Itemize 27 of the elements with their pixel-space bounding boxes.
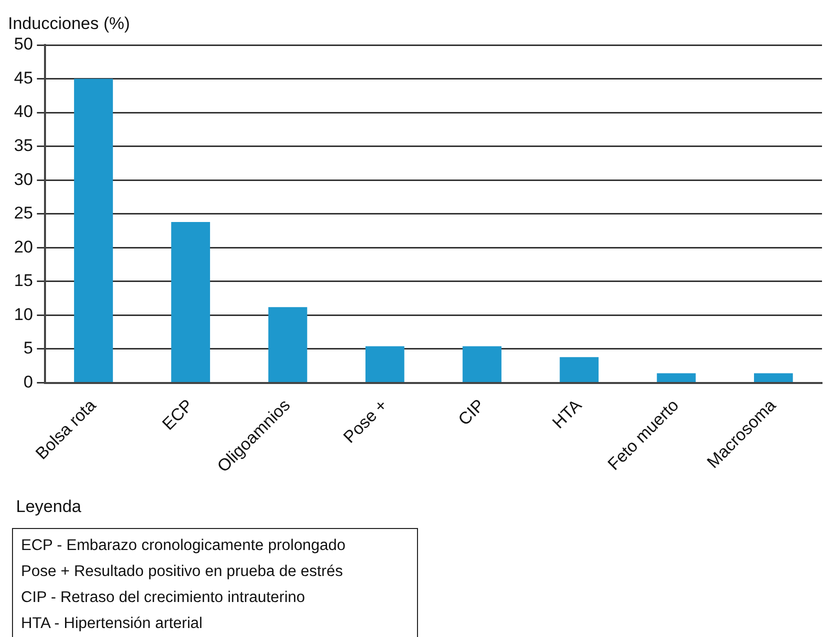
y-tick-label: 20 (14, 237, 33, 256)
text: CIP - Retraso del crecimiento intrauterino (21, 588, 306, 608)
y-tick-label: 35 (14, 136, 33, 156)
x-tick-label: HTA (548, 395, 586, 432)
y-tick-label: 30 (14, 170, 33, 189)
bar (754, 373, 793, 382)
y-tick-label: 0 (23, 372, 33, 392)
y-tick-label: 10 (14, 304, 33, 324)
text: Leyenda (16, 497, 82, 517)
text: HTA - Hipertensión arterial (21, 614, 204, 634)
y-axis-title: Inducciones (%) (8, 14, 130, 34)
bar (74, 78, 113, 382)
bar (462, 346, 502, 382)
text: ECP - Embarazo cronologicamente prolongado (21, 536, 347, 556)
y-tick-label: 50 (14, 34, 33, 54)
bar (656, 373, 696, 382)
bar (171, 222, 210, 382)
y-tick-label: 5 (23, 338, 33, 358)
x-tick-label: CIP (454, 396, 488, 430)
y-tick-label: 25 (14, 204, 33, 223)
y-tick-label: 45 (14, 68, 33, 88)
bar (268, 307, 308, 382)
text: Pose + Resultado positivo en prueba de estrés (21, 562, 344, 582)
bar (365, 346, 404, 382)
y-tick-label: 15 (14, 271, 33, 290)
bar (560, 357, 599, 382)
y-tick-label: 40 (14, 102, 33, 122)
